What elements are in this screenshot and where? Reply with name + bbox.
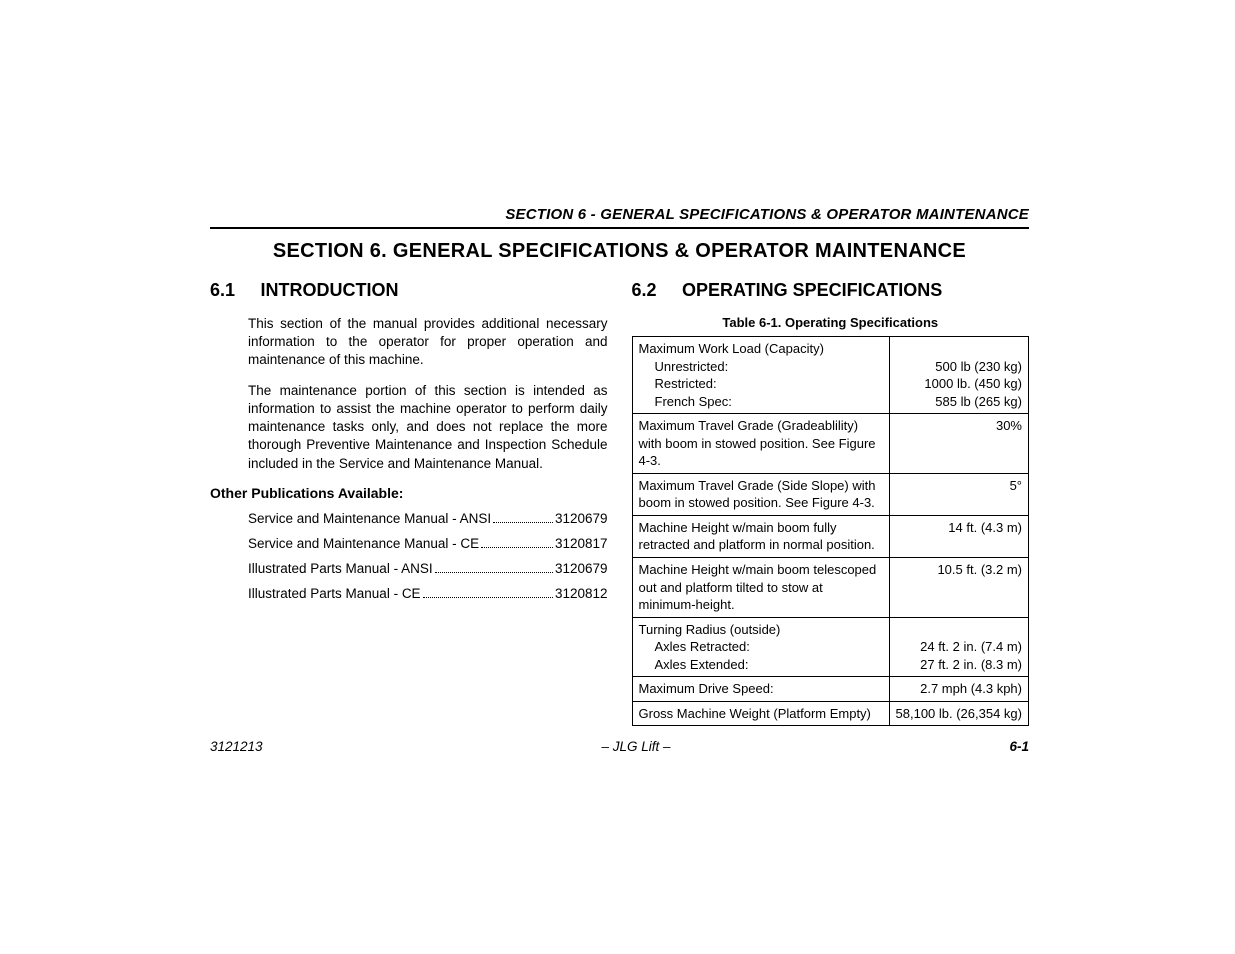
- publication-label: Illustrated Parts Manual - CE: [248, 586, 421, 601]
- other-publications-heading: Other Publications Available:: [210, 485, 608, 501]
- spec-value-cell: 30%: [889, 414, 1028, 474]
- spec-sub-label: Axles Retracted:: [639, 638, 883, 656]
- spec-value-cell: 500 lb (230 kg)1000 lb. (450 kg)585 lb (…: [889, 337, 1028, 414]
- footer-doc-number: 3121213: [210, 739, 263, 754]
- section-title: SECTION 6. GENERAL SPECIFICATIONS & OPER…: [210, 240, 1029, 263]
- footer-center: – JLG Lift –: [602, 739, 671, 754]
- left-body: This section of the manual provides addi…: [248, 315, 608, 473]
- right-column: 6.2 OPERATING SPECIFICATIONS Table 6-1. …: [632, 280, 1030, 726]
- spec-label-cell: Machine Height w/main boom telescoped ou…: [632, 558, 889, 618]
- table-row: Maximum Drive Speed:2.7 mph (4.3 kph): [632, 677, 1029, 702]
- spec-label-cell: Machine Height w/main boom fully retract…: [632, 515, 889, 557]
- manual-page: SECTION 6 - GENERAL SPECIFICATIONS & OPE…: [0, 0, 1235, 954]
- table-row: Machine Height w/main boom telescoped ou…: [632, 558, 1029, 618]
- spec-sub-value: 24 ft. 2 in. (7.4 m): [896, 638, 1022, 656]
- heading-6-1: 6.1 INTRODUCTION: [210, 280, 608, 301]
- page-footer: 3121213 – JLG Lift – 6-1: [210, 739, 1029, 754]
- publication-code: 3120679: [555, 511, 608, 526]
- spec-sub-label: Axles Extended:: [639, 656, 883, 674]
- footer-page-number: 6-1: [1009, 739, 1029, 754]
- spec-label: Turning Radius (outside): [639, 621, 883, 639]
- leader-dots: [435, 572, 553, 573]
- table-row: Maximum Work Load (Capacity)Unrestricted…: [632, 337, 1029, 414]
- table-caption: Table 6-1. Operating Specifications: [632, 315, 1030, 330]
- table-row: Machine Height w/main boom fully retract…: [632, 515, 1029, 557]
- spec-label-cell: Maximum Work Load (Capacity)Unrestricted…: [632, 337, 889, 414]
- spec-sub-value: 585 lb (265 kg): [896, 393, 1022, 411]
- spec-sub-value: 27 ft. 2 in. (8.3 m): [896, 656, 1022, 674]
- table-row: Turning Radius (outside)Axles Retracted:…: [632, 617, 1029, 677]
- intro-paragraph-1: This section of the manual provides addi…: [248, 315, 608, 370]
- publication-row: Service and Maintenance Manual - CE 3120…: [248, 536, 608, 551]
- heading-6-2: 6.2 OPERATING SPECIFICATIONS: [632, 280, 1030, 301]
- publication-row: Service and Maintenance Manual - ANSI 31…: [248, 511, 608, 526]
- publication-code: 3120817: [555, 536, 608, 551]
- spec-label-cell: Maximum Travel Grade (Gradeablility) wit…: [632, 414, 889, 474]
- operating-specs-body: Maximum Work Load (Capacity)Unrestricted…: [632, 337, 1029, 726]
- publication-label: Illustrated Parts Manual - ANSI: [248, 561, 433, 576]
- publication-label: Service and Maintenance Manual - CE: [248, 536, 479, 551]
- spec-value-cell: 2.7 mph (4.3 kph): [889, 677, 1028, 702]
- leader-dots: [423, 597, 553, 598]
- table-row: Gross Machine Weight (Platform Empty)58,…: [632, 701, 1029, 726]
- intro-paragraph-2: The maintenance portion of this section …: [248, 382, 608, 473]
- spec-sub-label: French Spec:: [639, 393, 883, 411]
- spec-sub-value: 500 lb (230 kg): [896, 358, 1022, 376]
- table-row: Maximum Travel Grade (Side Slope) with b…: [632, 473, 1029, 515]
- publication-code: 3120679: [555, 561, 608, 576]
- table-row: Maximum Travel Grade (Gradeablility) wit…: [632, 414, 1029, 474]
- spec-label-cell: Maximum Drive Speed:: [632, 677, 889, 702]
- spec-value-cell: 5°: [889, 473, 1028, 515]
- spec-label-cell: Maximum Travel Grade (Side Slope) with b…: [632, 473, 889, 515]
- spec-label-cell: Turning Radius (outside)Axles Retracted:…: [632, 617, 889, 677]
- spec-value-cell: 58,100 lb. (26,354 kg): [889, 701, 1028, 726]
- heading-number: 6.2: [632, 280, 678, 301]
- publications-list: Service and Maintenance Manual - ANSI 31…: [248, 511, 608, 601]
- publication-row: Illustrated Parts Manual - ANSI 3120679: [248, 561, 608, 576]
- left-column: 6.1 INTRODUCTION This section of the man…: [210, 280, 608, 726]
- heading-text: INTRODUCTION: [260, 280, 398, 300]
- spec-sub-label: Unrestricted:: [639, 358, 883, 376]
- operating-specs-table: Maximum Work Load (Capacity)Unrestricted…: [632, 336, 1030, 726]
- publication-row: Illustrated Parts Manual - CE 3120812: [248, 586, 608, 601]
- spec-value-cell: 24 ft. 2 in. (7.4 m)27 ft. 2 in. (8.3 m): [889, 617, 1028, 677]
- spec-sub-value: 1000 lb. (450 kg): [896, 375, 1022, 393]
- leader-dots: [493, 522, 553, 523]
- spec-label: Maximum Work Load (Capacity): [639, 340, 883, 358]
- leader-dots: [481, 547, 553, 548]
- spec-value-cell: 14 ft. (4.3 m): [889, 515, 1028, 557]
- heading-text: OPERATING SPECIFICATIONS: [682, 280, 942, 300]
- running-header: SECTION 6 - GENERAL SPECIFICATIONS & OPE…: [210, 206, 1029, 229]
- publication-label: Service and Maintenance Manual - ANSI: [248, 511, 491, 526]
- publication-code: 3120812: [555, 586, 608, 601]
- heading-number: 6.1: [210, 280, 256, 301]
- content-columns: 6.1 INTRODUCTION This section of the man…: [210, 280, 1029, 726]
- spec-value-cell: 10.5 ft. (3.2 m): [889, 558, 1028, 618]
- spec-label-cell: Gross Machine Weight (Platform Empty): [632, 701, 889, 726]
- spec-sub-label: Restricted:: [639, 375, 883, 393]
